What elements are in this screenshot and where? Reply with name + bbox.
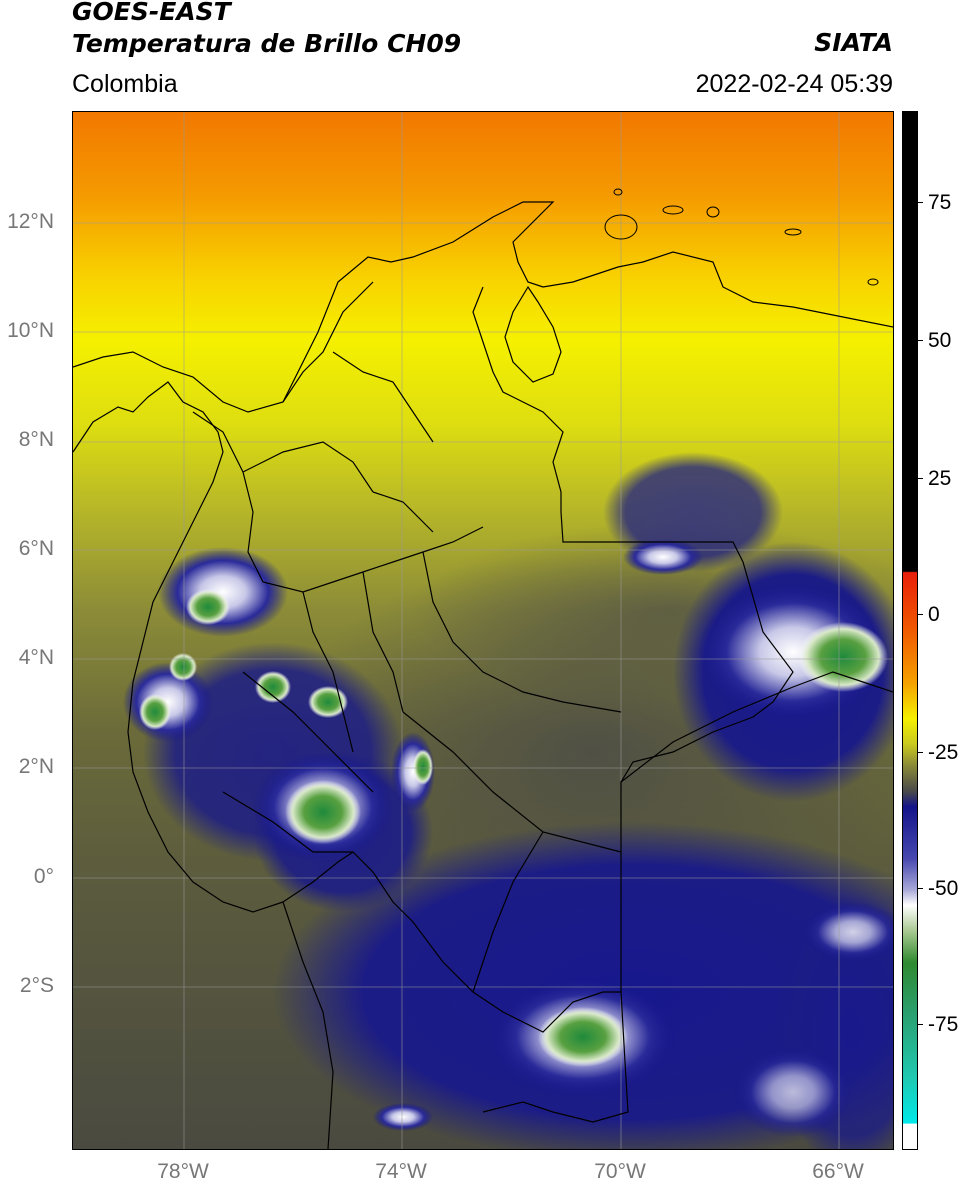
colorbar-label-neg50: -50 bbox=[928, 877, 959, 900]
title-block: GOES-EAST Temperatura de Brillo CH09 bbox=[72, 0, 461, 60]
region-label: Colombia bbox=[72, 70, 178, 98]
brightness-temperature-map[interactable] bbox=[72, 111, 894, 1150]
colorbar-tick bbox=[917, 340, 923, 341]
borders bbox=[73, 201, 893, 1149]
colorbar-tick bbox=[917, 888, 923, 889]
lon-label-74w: 74°W bbox=[375, 1160, 427, 1183]
islands bbox=[604, 188, 879, 286]
lat-label-10n: 10°N bbox=[7, 319, 54, 342]
lon-label-78w: 78°W bbox=[157, 1160, 209, 1183]
colorbar-label-neg25: -25 bbox=[928, 741, 959, 764]
colorbar-tick bbox=[917, 614, 923, 615]
lat-label-12n: 12°N bbox=[7, 210, 54, 233]
datetime-label: 2022-02-24 05:39 bbox=[695, 70, 893, 98]
lon-label-66w: 66°W bbox=[812, 1160, 864, 1183]
colorbar-tick bbox=[917, 478, 923, 479]
colorbar-label-neg75: -75 bbox=[928, 1013, 959, 1036]
lat-label-8n: 8°N bbox=[18, 428, 54, 451]
colorbar-label-75: 75 bbox=[928, 191, 952, 214]
lon-label-70w: 70°W bbox=[594, 1160, 646, 1183]
lat-label-0: 0° bbox=[33, 865, 54, 888]
graticule bbox=[73, 112, 893, 1149]
colorbar-tick bbox=[917, 1024, 923, 1025]
lat-label-6n: 6°N bbox=[18, 537, 54, 560]
product-title: Temperatura de Brillo CH09 bbox=[72, 29, 462, 58]
colorbar bbox=[902, 111, 918, 1150]
lat-label-2n: 2°N bbox=[18, 755, 54, 778]
lat-label-2s: 2°S bbox=[19, 974, 54, 997]
satellite-title: GOES-EAST bbox=[72, 0, 231, 26]
agency-label: SIATA bbox=[814, 28, 893, 57]
colorbar-label-25: 25 bbox=[928, 467, 952, 490]
colorbar-label-0: 0 bbox=[928, 603, 940, 626]
lat-label-4n: 4°N bbox=[18, 646, 54, 669]
map-canvas bbox=[73, 112, 893, 1149]
colorbar-tick bbox=[917, 202, 923, 203]
colorbar-label-50: 50 bbox=[928, 329, 952, 352]
colorbar-tick bbox=[917, 752, 923, 753]
colorbar-gradient bbox=[903, 112, 917, 1149]
